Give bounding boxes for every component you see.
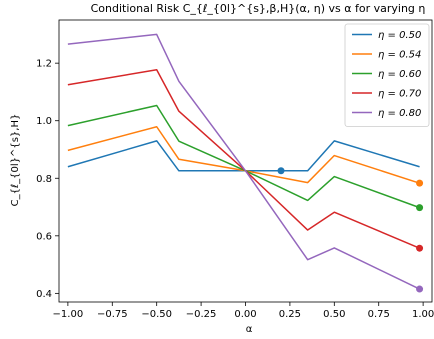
- series-line-1: [67, 126, 420, 184]
- legend-label-1: η = 0.54: [378, 50, 421, 61]
- plot-area: −1.00 −0.75 −0.50 −0.25 0.00 0.25 0.50 0.75 1.00…: [36, 19, 434, 320]
- series-line-4: [67, 33, 420, 290]
- series-marker-4: [416, 285, 424, 293]
- x-tick-label: −0.25: [186, 309, 217, 320]
- x-axis-label: α: [246, 324, 253, 335]
- x-tick-label: 1.00: [412, 309, 434, 320]
- y-tick-label: 1.0: [36, 116, 52, 127]
- y-tick-label: 0.8: [36, 174, 52, 185]
- legend-box: [344, 23, 430, 127]
- x-tick-label: 0.25: [279, 309, 301, 320]
- legend-label-4: η = 0.80: [378, 108, 421, 119]
- x-tick-label: 0.50: [323, 309, 345, 320]
- x-tick-label: 0.00: [234, 309, 256, 320]
- x-tick-label: −0.50: [141, 309, 172, 320]
- legend-label-3: η = 0.70: [378, 89, 421, 100]
- x-tick-label: 0.75: [368, 309, 390, 320]
- legend-label-0: η = 0.50: [378, 30, 421, 41]
- chart-title: Conditional Risk C_{ℓ_{0l}^{s},β,H}(α, η…: [91, 2, 426, 15]
- x-tick-label: −1.00: [53, 309, 84, 320]
- y-tick-label: 0.6: [36, 231, 52, 242]
- x-tick-label: −0.75: [97, 309, 128, 320]
- series-marker-0: [277, 167, 285, 175]
- legend-label-2: η = 0.60: [378, 69, 421, 80]
- series-marker-3: [416, 244, 424, 252]
- y-axis-label: C_{ℓ_{0l}^{s},H}: [10, 114, 21, 207]
- series-marker-2: [416, 204, 424, 212]
- series-marker-1: [416, 179, 424, 187]
- y-tick-label: 0.4: [36, 289, 52, 300]
- y-tick-label: 1.2: [36, 59, 52, 70]
